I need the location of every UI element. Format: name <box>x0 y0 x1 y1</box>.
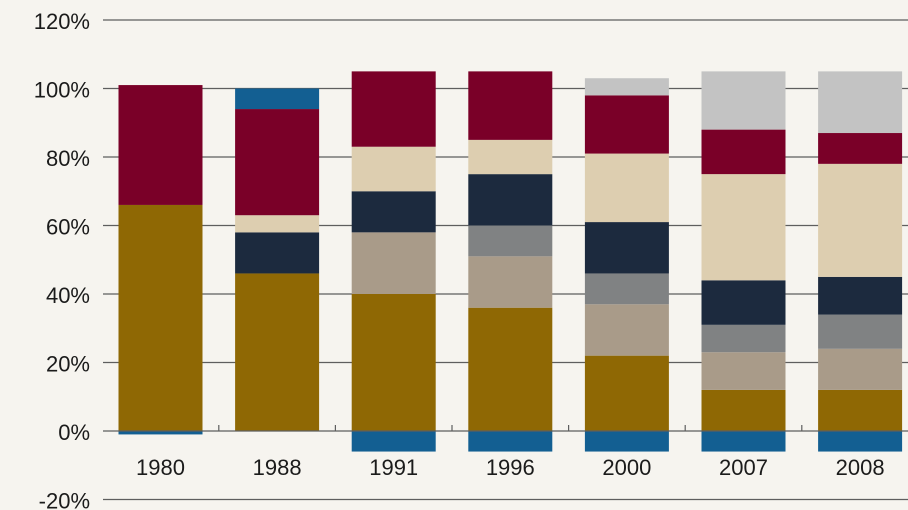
bar-segment <box>235 232 320 274</box>
bar-segment <box>701 280 786 325</box>
bar-segment <box>235 273 320 431</box>
bar-segment <box>818 389 903 431</box>
bar-segment <box>701 352 786 390</box>
bar-segment <box>235 88 320 110</box>
y-tick-label: -20% <box>39 489 90 510</box>
bar-segment <box>701 71 786 130</box>
bar-segment <box>818 348 903 390</box>
bar-segment <box>351 294 436 431</box>
bar-segment <box>118 204 203 431</box>
bar-segment <box>351 191 436 233</box>
x-axis-tick-labels: 1980 1988 1991 1996 2000 2007 2008 <box>136 455 885 480</box>
bar-segment <box>818 431 903 452</box>
bar-segment <box>818 163 903 277</box>
y-tick-label: 40% <box>46 283 90 308</box>
y-axis-tick-labels: -20% 0% 20% 40% 60% 80% 100% 120% <box>34 9 90 510</box>
bar-segment <box>235 215 320 233</box>
bar-segment <box>584 95 669 154</box>
bar-segment <box>351 431 436 452</box>
bar-segment <box>351 232 436 294</box>
bar-segment <box>468 139 553 175</box>
zero-axis <box>103 425 908 432</box>
bar-segment <box>351 71 436 147</box>
bar-segment <box>701 129 786 175</box>
bar-segment <box>584 304 669 356</box>
bar-segment <box>584 222 669 274</box>
bar-segment <box>584 431 669 452</box>
x-tick-label: 1996 <box>486 455 535 480</box>
x-tick-label: 2007 <box>719 455 768 480</box>
bar-segment <box>818 71 903 134</box>
bar-segment <box>468 307 553 431</box>
bar-segment <box>701 324 786 353</box>
x-tick-label: 2000 <box>602 455 651 480</box>
bar-segment <box>235 109 320 216</box>
bar-segment <box>584 273 669 305</box>
bar-segment <box>118 85 203 205</box>
bar-segment <box>701 431 786 452</box>
x-tick-label: 1988 <box>253 455 302 480</box>
bar-segment <box>584 78 669 96</box>
bar-stacks <box>118 71 903 452</box>
x-tick-label: 1991 <box>369 455 418 480</box>
bar-segment <box>818 133 903 164</box>
y-tick-label: 100% <box>34 78 90 103</box>
y-tick-label: 20% <box>46 352 90 377</box>
bar-segment <box>818 276 903 315</box>
bar-segment <box>468 431 553 452</box>
bar-segment <box>701 174 786 281</box>
y-tick-label: 120% <box>34 9 90 34</box>
bar-segment <box>351 146 436 192</box>
x-tick-label: 2008 <box>836 455 885 480</box>
y-tick-label: 0% <box>58 420 90 445</box>
bar-segment <box>118 431 203 435</box>
bar-segment <box>468 174 553 226</box>
bar-segment <box>584 355 669 431</box>
bar-segment <box>468 71 553 140</box>
y-tick-label: 60% <box>46 215 90 240</box>
bar-segment <box>701 389 786 431</box>
bar-segment <box>468 225 553 257</box>
y-tick-label: 80% <box>46 146 90 171</box>
bar-segment <box>818 314 903 349</box>
bar-segment <box>584 153 669 223</box>
x-tick-label: 1980 <box>136 455 185 480</box>
bar-segment <box>468 256 553 308</box>
